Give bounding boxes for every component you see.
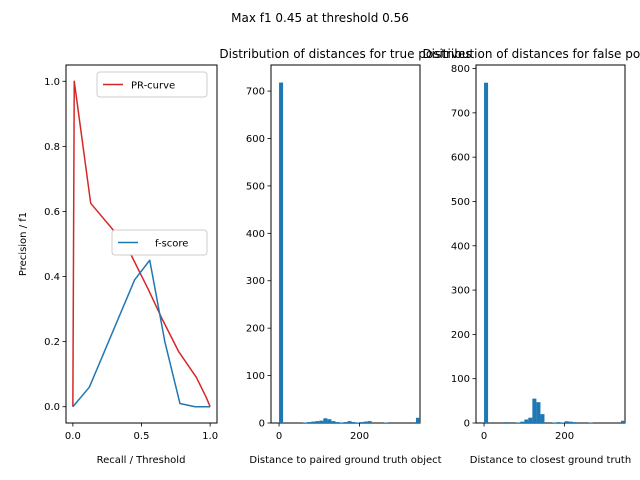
pr-curve-legend-label: PR-curve [131,81,175,92]
false-positives-histogram-bar [572,422,577,423]
false-positives-histogram-bar [516,422,521,424]
false-positives-xlabel: Distance to closest ground truth [470,455,631,466]
pr-curve-xlabel: Recall / Threshold [97,455,186,466]
true-positives-histogram-bar [351,422,356,423]
false-positives-histogram-bar [564,421,569,423]
pr-curve-xtick-label: 0.5 [134,431,150,442]
false-positives-bars [484,82,625,424]
false-positives-histogram-bar [528,417,533,423]
pr-curve-legend-box [96,71,208,98]
false-positives-xtick-label: 0 [481,431,487,442]
true-positives-ytick-label: 200 [246,324,265,335]
pr-curve-ytick-label: 1.0 [44,77,60,88]
pr-curve-ytick-label: 0.2 [44,337,60,348]
f-score-legend-label: f-score [155,239,188,250]
false-positives-histogram-bar [524,419,529,423]
false-positives-histogram-bar [556,422,561,423]
true-positives-histogram-bar [311,421,316,423]
true-positives-ytick-label: 500 [246,181,265,192]
false-positives-ytick-label: 0 [464,419,470,430]
true-positives-histogram-bar [331,421,336,423]
false-positives-ytick-label: 500 [451,197,470,208]
true-positives-histogram-bar [323,418,328,423]
true-positives-histogram-bar [383,422,388,424]
false-positives-ytick-label: 100 [451,374,470,385]
true-positives-histogram-bar [367,421,372,423]
false-positives-ytick-label: 300 [451,286,470,297]
true-positives-histogram-bar [347,421,352,423]
true-positives-histogram-bar [315,421,320,423]
true-positives-histogram-bar [335,422,340,423]
true-positives-ytick-label: 300 [246,276,265,287]
pr-curve-ylabel: Precision / f1 [18,212,29,276]
true-positives-histogram-bar [319,420,324,423]
pr-curve-xtick-label: 1.0 [202,431,218,442]
false-positives-histogram-bar [620,420,625,423]
false-positives-xtick-label: 200 [555,431,574,442]
false-positives-histogram-bar [504,422,509,423]
true-positives-ytick-label: 100 [246,371,265,382]
false-positives-ytick-label: 400 [451,241,470,252]
true-positives-ytick-label: 400 [246,229,265,240]
true-positives-histogram-bar [327,419,332,423]
false-positives-histogram-bar [484,82,489,423]
true-positives-ytick-label: 600 [246,134,265,145]
true-positives-ticks: 0 200 0 100 200 300 400 500 600 700 [246,87,369,442]
f-score-legend: f-score [111,229,208,256]
true-positives-histogram-bar [359,422,364,423]
false-positives-ytick-label: 800 [451,64,470,75]
false-positives-histogram-bar [560,422,565,424]
pr-curve-line [72,80,211,408]
true-positives-bars [279,82,420,424]
true-positives-histogram-bar [339,422,344,424]
false-positives-panel: 0 200 0 100 200 300 400 500 600 700 800 Distributi… [422,47,640,466]
pr-curve-ytick-label: 0.6 [44,207,60,218]
true-positives-panel: 0 200 0 100 200 300 400 500 600 700 Distribution … [219,47,471,466]
false-positives-axes-frame [475,64,626,424]
true-positives-ytick-label: 0 [259,419,265,430]
false-positives-histogram-bar [532,398,537,423]
f-score-legend-box [111,229,208,256]
false-positives-ytick-label: 700 [451,108,470,119]
pr-curve-xtick-label: 0.0 [65,431,81,442]
false-positives-histogram-bar [540,414,545,423]
true-positives-histogram-bar [307,422,312,423]
false-positives-ticks: 0 200 0 100 200 300 400 500 600 700 800 [451,64,574,442]
false-positives-histogram-bar [568,421,573,423]
true-positives-histogram-bar [279,82,284,423]
false-positives-ytick-label: 200 [451,330,470,341]
true-positives-xtick-label: 200 [350,431,369,442]
pr-curve-ticks: 0.0 0.5 1.0 0.0 0.2 0.4 0.6 0.8 1.0 [44,77,218,442]
true-positives-histogram-bar [355,422,360,424]
true-positives-axes-frame [270,64,421,424]
false-positives-histogram-bar [536,402,541,423]
false-positives-histogram-bar [552,422,557,424]
true-positives-ytick-label: 700 [246,87,265,98]
false-positives-histogram-bar [588,422,593,424]
true-positives-histogram-bar [303,422,308,424]
false-positives-histogram-bar [520,421,525,423]
true-positives-histogram-bar [343,422,348,423]
pr-curve-ytick-label: 0.8 [44,142,60,153]
true-positives-xlabel: Distance to paired ground truth object [249,455,441,466]
f-score-line [72,259,211,408]
true-positives-xtick-label: 0 [276,431,282,442]
false-positives-ytick-label: 600 [451,153,470,164]
figure-suptitle: Max f1 0.45 at threshold 0.56 [231,11,409,25]
true-positives-title: Distribution of distances for true posit… [219,47,471,61]
pr-curve-legend: PR-curve [96,71,208,98]
false-positives-title: Distribution of distances for false posi… [422,47,640,61]
pr-curve-ytick-label: 0.4 [44,272,60,283]
pr-curve-lines [72,80,211,408]
pr-curve-panel: 0.0 0.5 1.0 0.0 0.2 0.4 0.6 0.8 1.0 Recall / Thr… [18,64,218,466]
pr-curve-ytick-label: 0.0 [44,402,60,413]
true-positives-histogram-bar [415,417,420,423]
true-positives-histogram-bar [363,421,368,423]
